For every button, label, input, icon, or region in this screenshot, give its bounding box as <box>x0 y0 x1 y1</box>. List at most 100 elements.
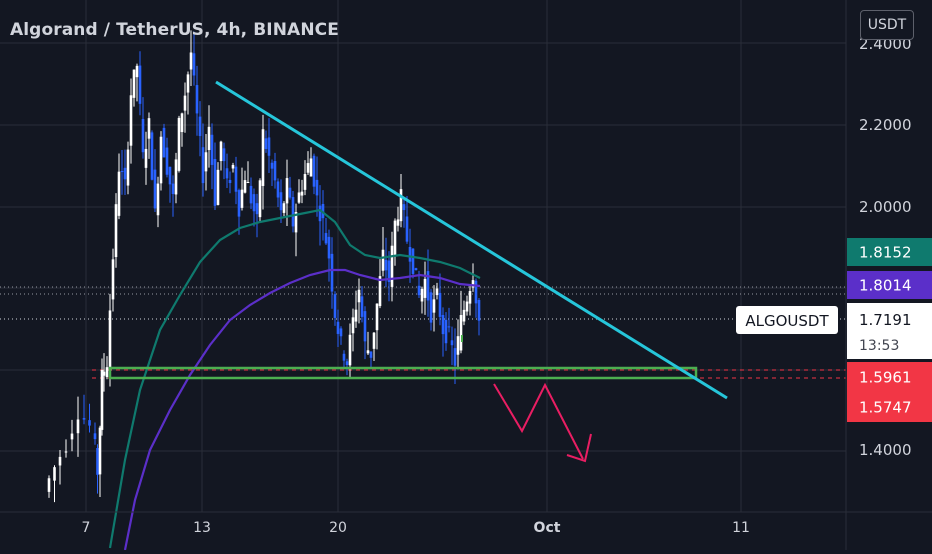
candle-body <box>435 288 439 296</box>
candle-body <box>378 276 382 307</box>
candle-body <box>300 191 304 196</box>
candle-body <box>114 204 118 258</box>
candle-body <box>273 161 277 181</box>
candle-body <box>429 292 433 323</box>
candle-body <box>186 74 190 93</box>
candle-body <box>381 249 385 271</box>
candle-body <box>123 167 127 180</box>
candle-body <box>162 127 166 158</box>
candle-body <box>345 361 349 366</box>
candle-body <box>318 205 322 222</box>
candle-body <box>444 319 448 344</box>
candle-body <box>228 179 232 184</box>
candle-body <box>222 148 226 162</box>
candle-body <box>261 129 265 186</box>
candle-body <box>366 350 370 354</box>
badge-ma-fast-text: 1.8152 <box>859 244 912 262</box>
ma-fast-line <box>108 208 481 549</box>
badge-ma-slow-text: 1.8014 <box>859 277 912 295</box>
candle-body <box>339 328 343 337</box>
y-tick-label: 2.0000 <box>859 198 912 216</box>
candle-body <box>201 147 205 184</box>
candle-body <box>147 118 151 139</box>
x-tick-label: 7 <box>82 520 91 536</box>
candle-body <box>117 171 121 216</box>
candle-body <box>207 126 211 151</box>
green-marker <box>461 335 463 342</box>
candle-body <box>192 53 196 76</box>
candle-body <box>58 456 62 466</box>
badge-support-top-text: 1.5961 <box>859 369 912 387</box>
badge-ma-fast-bg <box>847 238 932 266</box>
candle-body <box>477 299 481 321</box>
candle-body <box>462 309 466 322</box>
symbol-label-bg <box>736 306 838 334</box>
candle-body <box>393 220 397 255</box>
candle-body <box>171 183 175 195</box>
candle-body <box>306 163 310 173</box>
candle-body <box>98 427 102 475</box>
candle-body <box>285 178 289 204</box>
candle-body <box>70 433 74 440</box>
candle-body <box>324 233 328 244</box>
candle-body <box>384 259 388 271</box>
x-tick-label: Oct <box>534 520 561 536</box>
candle-body <box>174 159 178 195</box>
candle-body <box>153 169 157 209</box>
candle-body <box>303 174 307 190</box>
candle-body <box>183 95 187 111</box>
candle-body <box>210 134 214 165</box>
candle-body <box>408 246 412 262</box>
candle-body <box>354 309 358 322</box>
candle-body <box>372 332 376 349</box>
candle-body <box>237 190 241 217</box>
candle-body <box>459 315 463 351</box>
candle-body <box>216 169 220 205</box>
candle-body <box>327 236 331 259</box>
candle-body <box>390 245 394 287</box>
candle-body <box>243 180 247 193</box>
candle-body <box>342 353 346 361</box>
candle-body <box>234 166 238 192</box>
candle-body <box>279 192 283 211</box>
candle-body <box>111 259 115 300</box>
candle-body <box>369 351 373 358</box>
candle-body <box>240 189 244 208</box>
candle-body <box>399 189 403 222</box>
candle-body <box>204 152 208 172</box>
candle-body <box>351 317 355 334</box>
candle-body <box>453 348 457 366</box>
candle-body <box>267 137 271 156</box>
badge-support-top-bg <box>847 362 932 392</box>
candle-body <box>411 248 415 274</box>
candle-body <box>330 253 334 292</box>
chart-title: Algorand / TetherUS, 4h, BINANCE <box>10 20 339 40</box>
candle-body <box>246 182 250 184</box>
candle-body <box>144 148 148 168</box>
candle-body <box>336 321 340 334</box>
candle-body <box>474 280 478 304</box>
candle-body <box>126 149 130 186</box>
candle-body <box>291 197 295 227</box>
candle-body <box>375 303 379 331</box>
candle-body <box>102 371 106 376</box>
candle-body <box>423 278 427 298</box>
candle-body <box>225 168 229 179</box>
candle-body <box>96 448 99 475</box>
currency-button[interactable]: USDT <box>860 10 914 40</box>
candle-body <box>348 334 352 366</box>
candle-body <box>402 204 406 211</box>
candle-body <box>129 95 133 146</box>
candle-body <box>47 478 51 492</box>
candle-body <box>471 280 475 288</box>
y-tick-label: 2.2000 <box>859 116 912 134</box>
candle-body <box>255 203 259 215</box>
badge-support-bottom-text: 1.5747 <box>859 399 912 417</box>
candle-body <box>309 158 313 177</box>
candle-body <box>264 138 268 149</box>
candle-body <box>141 119 145 153</box>
candle-body <box>414 268 418 271</box>
